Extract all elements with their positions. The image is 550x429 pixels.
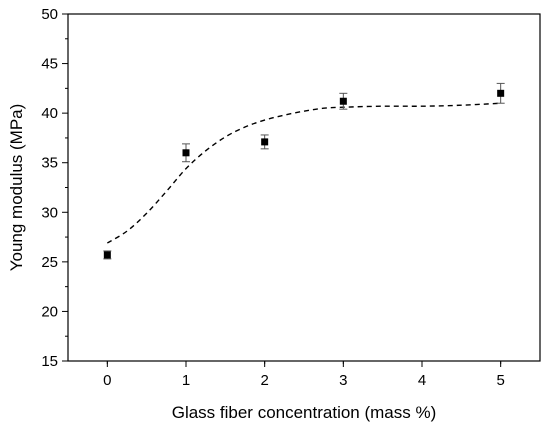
y-tick-label: 20: [41, 303, 58, 320]
x-tick-label: 2: [260, 372, 268, 389]
x-tick-label: 5: [496, 372, 504, 389]
x-tick-label: 3: [339, 372, 347, 389]
y-tick-label: 45: [41, 56, 58, 73]
y-tick-label: 40: [41, 105, 58, 122]
data-point: [497, 89, 505, 97]
data-point: [339, 97, 347, 105]
y-tick-label: 35: [41, 155, 58, 172]
fit-layer: [106, 102, 501, 244]
plot-border: [67, 13, 541, 362]
y-tick-label: 50: [41, 6, 58, 23]
x-tick-label: 1: [182, 372, 190, 389]
y-tick-label: 25: [41, 254, 58, 271]
points-layer: [103, 82, 505, 260]
fit-curve: [106, 102, 501, 244]
x-tick-label: 4: [418, 372, 426, 389]
y-tick-label: 30: [41, 204, 58, 221]
plot-frame: [67, 13, 541, 362]
data-point: [182, 149, 190, 157]
x-tick-label: 0: [103, 372, 111, 389]
data-point: [103, 251, 111, 259]
x-axis-title: Glass fiber concentration (mass %): [172, 403, 437, 422]
data-point: [261, 138, 269, 146]
y-axis-title: Young modulus (MPa): [7, 104, 26, 272]
y-tick-label: 15: [41, 353, 58, 370]
